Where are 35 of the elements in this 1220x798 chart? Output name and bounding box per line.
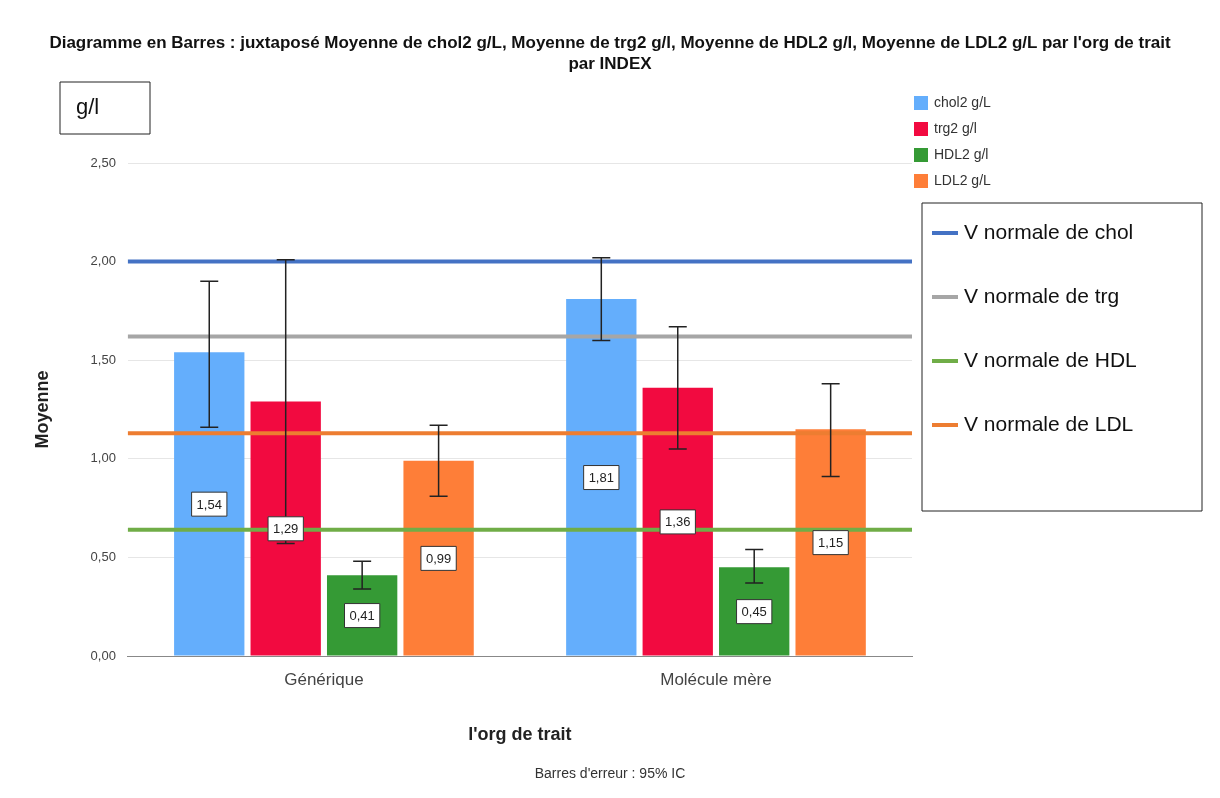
data-label: 0,99 [425, 550, 452, 566]
y-tick-label: 0,50 [90, 548, 116, 564]
data-label: 1,15 [817, 535, 844, 551]
legend-label: V normale de chol [964, 219, 1134, 243]
bar [403, 460, 474, 656]
legend-label: V normale de trg [964, 283, 1120, 307]
bar [642, 387, 713, 656]
y-tick-label: 2,00 [90, 253, 116, 269]
bar [250, 401, 321, 656]
data-label: 1,81 [588, 470, 614, 486]
bar [566, 299, 637, 656]
data-label: 1,29 [273, 521, 299, 537]
bar [795, 429, 866, 656]
data-label: 1,54 [196, 496, 222, 512]
x-tick-label: Molécule mère [660, 669, 772, 689]
legend-label: chol2 g/L [934, 93, 992, 110]
bar [174, 352, 245, 656]
text: Barres d'erreur : 95% IC [534, 765, 686, 781]
data-label: 0,41 [349, 608, 375, 624]
legend-label: HDL2 g/l [934, 145, 989, 162]
y-tick-label: 0,00 [90, 647, 116, 663]
legend-label: LDL2 g/L [934, 171, 992, 188]
ref-line-label: V normale de LDL [964, 411, 1134, 435]
y-tick-label: 2,50 [90, 154, 116, 170]
text: g/l [76, 94, 100, 120]
legend-label: trg2 g/l [934, 119, 977, 136]
legend-label: V normale de HDL [964, 347, 1137, 371]
y-tick-label: 1,50 [90, 351, 116, 367]
y-axis-title: Moyenne [31, 370, 52, 449]
data-label: 0,45 [741, 604, 767, 620]
chart-title: Diagramme en Barres : juxtaposé Moyenne de chol2 g/L, Moyenne de trg2 g/l, Moyenne de HDL2 g/l, Moyenne de LDL2 g/L par l'org de trait par INDEX [49, 33, 1171, 73]
x-axis-title: l'org de trait [468, 724, 572, 745]
data-label: 1,36 [665, 514, 691, 530]
x-tick-label: Générique [284, 669, 364, 689]
y-tick-label: 1,00 [90, 450, 116, 466]
